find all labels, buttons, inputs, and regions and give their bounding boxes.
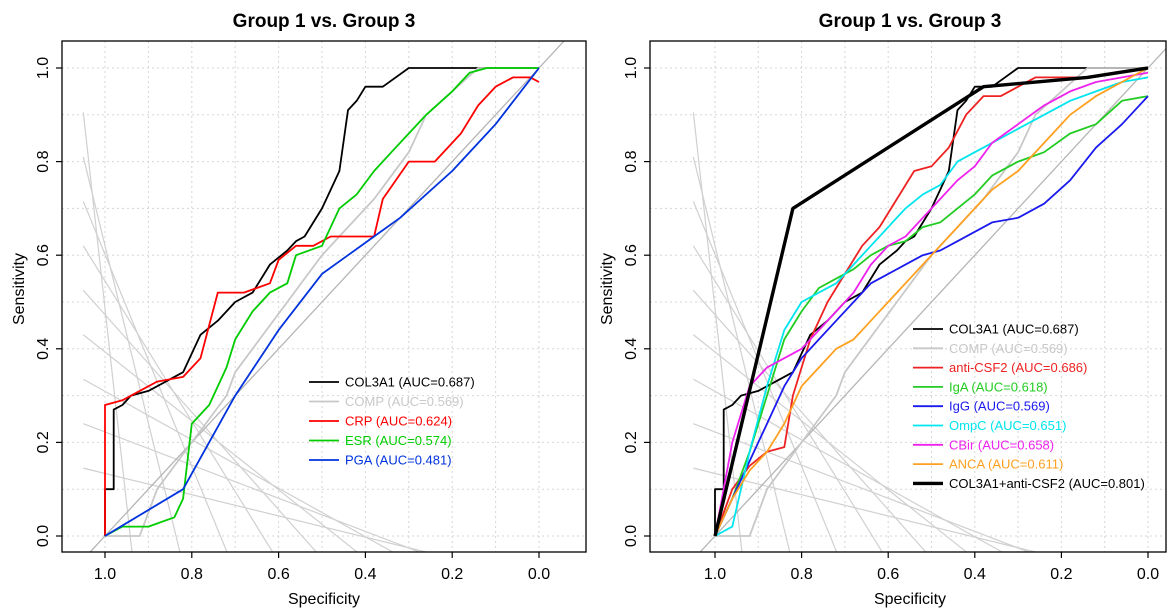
y-axis-label: Sensitivity	[599, 253, 616, 325]
iso-line	[82, 289, 318, 552]
legend-label: anti-CSF2 (AUC=0.686)	[949, 360, 1087, 375]
y-tick-label: 0.6	[35, 244, 52, 266]
x-axis-label: Specificity	[288, 591, 360, 608]
y-tick-label: 0.2	[623, 431, 640, 453]
x-tick-label: 0.8	[181, 566, 203, 583]
y-tick-label: 0.0	[623, 525, 640, 547]
y-tick-labels: 0.0 0.2 0.4 0.6 0.8 1.0	[623, 57, 640, 547]
reference-diagonal	[89, 41, 565, 552]
iso-line	[82, 334, 358, 552]
iso-line	[82, 201, 228, 552]
y-tick-label: 0.4	[623, 338, 640, 360]
legend-label: COL3A1 (AUC=0.687)	[345, 375, 475, 390]
plot-frame	[61, 40, 587, 553]
iso-lines	[692, 112, 1038, 552]
roc-curve	[714, 71, 1149, 537]
legend-label: COMP (AUC=0.569)	[949, 341, 1068, 356]
iso-line	[693, 467, 1038, 552]
iso-line	[82, 156, 181, 552]
x-tick-label: 0.8	[790, 566, 812, 583]
series-lines	[713, 66, 1149, 537]
roc-curve	[105, 67, 539, 537]
x-tick-label: 0.2	[441, 566, 463, 583]
legend-label: COL3A1+anti-CSF2 (AUC=0.801)	[949, 476, 1145, 491]
roc-panel-right: Group 1 vs. Group 3 Specificity Sensitiv…	[599, 11, 1167, 608]
roc-curve	[104, 67, 539, 536]
y-tick-label: 0.0	[35, 525, 52, 547]
ticks	[56, 67, 540, 558]
plot-background	[644, 40, 1167, 558]
y-tick-label: 0.8	[623, 150, 640, 172]
roc-curve	[104, 67, 539, 537]
x-tick-label: 0.0	[528, 566, 550, 583]
x-tick-label: 1.0	[704, 566, 726, 583]
iso-line	[83, 423, 421, 552]
iso-line	[692, 245, 883, 552]
legend-label: ESR (AUC=0.574)	[345, 433, 452, 448]
plot-frame	[649, 40, 1167, 553]
x-axis-label: Specificity	[874, 591, 946, 608]
legend-label: OmpC (AUC=0.651)	[949, 418, 1066, 433]
plot-background	[56, 40, 587, 558]
iso-line	[692, 289, 927, 552]
x-tick-label: 0.4	[354, 566, 376, 583]
series-lines	[104, 67, 540, 537]
iso-line	[692, 334, 968, 552]
legend: COL3A1 (AUC=0.687) COMP (AUC=0.569) CRP …	[345, 375, 475, 468]
roc-curve	[713, 66, 1149, 537]
x-tick-label: 0.6	[877, 566, 899, 583]
roc-curve	[104, 76, 540, 536]
roc-panel-left: Group 1 vs. Group 3 Specificity Sensitiv…	[11, 11, 587, 608]
legend: COL3A1 (AUC=0.687) COMP (AUC=0.569) anti…	[949, 322, 1145, 491]
y-axis-label: Sensitivity	[11, 253, 28, 325]
roc-curve	[104, 67, 540, 537]
y-tick-label: 0.2	[35, 431, 52, 453]
reference-diagonal	[699, 47, 1166, 552]
legend-label: COL3A1 (AUC=0.687)	[949, 322, 1079, 337]
x-tick-labels: 1.0 0.8 0.6 0.4 0.2 0.0	[704, 566, 1159, 583]
x-tick-label: 0.2	[1050, 566, 1072, 583]
iso-line	[693, 423, 1031, 552]
y-tick-label: 0.4	[35, 338, 52, 360]
legend-label: PGA (AUC=0.481)	[345, 453, 452, 468]
roc-curve	[714, 95, 1149, 537]
y-tick-label: 1.0	[623, 57, 640, 79]
iso-line	[693, 378, 1004, 552]
y-tick-label: 0.8	[35, 150, 52, 172]
roc-curve	[714, 67, 1149, 537]
roc-curve	[714, 95, 1149, 537]
chart-title: Group 1 vs. Group 3	[819, 11, 1002, 32]
x-tick-label: 0.4	[964, 566, 986, 583]
roc-curve	[714, 67, 1149, 537]
y-tick-labels: 0.0 0.2 0.4 0.6 0.8 1.0	[35, 57, 52, 547]
ticks	[644, 67, 1149, 558]
legend-label: IgA (AUC=0.618)	[949, 379, 1048, 394]
y-tick-label: 0.6	[623, 244, 640, 266]
legend-label: CRP (AUC=0.624)	[345, 414, 452, 429]
x-tick-label: 0.0	[1137, 566, 1159, 583]
x-tick-labels: 1.0 0.8 0.6 0.4 0.2 0.0	[94, 566, 550, 583]
y-tick-label: 1.0	[35, 57, 52, 79]
roc-curve	[714, 76, 1149, 537]
iso-line	[83, 378, 394, 552]
iso-line	[692, 201, 838, 552]
legend-label: COMP (AUC=0.569)	[345, 394, 464, 409]
grid	[62, 41, 586, 552]
x-tick-label: 1.0	[94, 566, 116, 583]
legend-label: IgG (AUC=0.569)	[949, 399, 1050, 414]
iso-line	[692, 156, 791, 552]
iso-line	[83, 467, 429, 552]
x-tick-label: 0.6	[267, 566, 289, 583]
legend-label: ANCA (AUC=0.611)	[949, 457, 1063, 472]
legend-label: CBir (AUC=0.658)	[949, 437, 1054, 452]
chart-title: Group 1 vs. Group 3	[233, 11, 416, 32]
